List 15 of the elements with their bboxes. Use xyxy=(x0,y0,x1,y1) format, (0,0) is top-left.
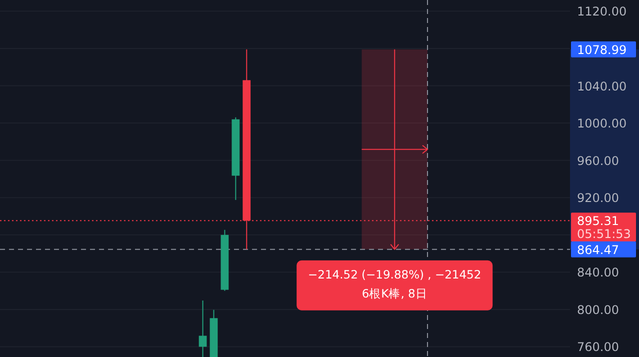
y-tick-label: 800.00 xyxy=(577,302,619,317)
y-tick-label: 1000.00 xyxy=(577,116,627,131)
y-tick-label: 1040.00 xyxy=(577,79,627,94)
y-tick-label: 960.00 xyxy=(577,154,619,168)
ref-line-label: 895.31 xyxy=(577,214,619,228)
text: 1078.99 xyxy=(577,42,627,57)
y-tick-label: 920.00 xyxy=(577,191,619,206)
y-tick-label: 760.00 xyxy=(577,340,619,354)
annotation: 6根K棒, 8日 xyxy=(362,286,428,300)
annotation: −214.52 (−19.88%) , −21452 xyxy=(308,267,482,282)
ref-line-label: 864.47 xyxy=(577,242,619,257)
y-tick-label: 840.00 xyxy=(577,266,619,280)
y-tick-label: 1120.00 xyxy=(577,4,627,19)
candlestick xyxy=(198,300,207,357)
text: 05:51:53 xyxy=(577,227,631,242)
